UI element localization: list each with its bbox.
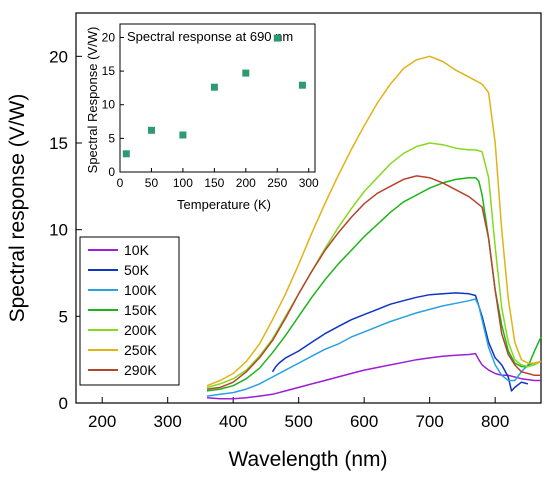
y-tick-label: 0	[59, 394, 68, 413]
x-tick-label: 800	[481, 412, 509, 431]
x-tick-label: 500	[284, 412, 312, 431]
inset-y-tick-label: 20	[102, 30, 116, 44]
inset-x-tick-label: 250	[267, 176, 287, 190]
inset-x-tick-label: 100	[173, 176, 193, 190]
inset-x-tick-label: 200	[236, 176, 256, 190]
main-series-group	[206, 55, 542, 400]
inset-point-200k	[242, 69, 250, 77]
series-line-50k	[271, 292, 529, 392]
inset-point-290k	[298, 81, 306, 89]
x-tick-label: 200	[88, 412, 116, 431]
series-line-250k	[206, 55, 542, 387]
legend-label-10k: 10K	[124, 242, 150, 258]
y-tick-label: 10	[49, 221, 68, 240]
inset-axis-ticks: 0 50 100 150 200 250 300 0 5 10 15 20	[102, 30, 319, 190]
inset-point-100k	[179, 131, 187, 139]
inset-x-tick-label: 0	[117, 176, 124, 190]
inset-y-tick-label: 0	[108, 165, 115, 179]
legend: 10K 50K 100K 150K 200K 250K 290K	[79, 236, 180, 386]
legend-label-200k: 200K	[124, 322, 157, 338]
main-y-axis-title: Spectral response (V/W)	[6, 94, 29, 323]
inset-x-tick-label: 50	[145, 176, 159, 190]
series-line-100k	[206, 298, 542, 397]
inset-point-10k	[122, 150, 130, 158]
inset-x-tick-label: 300	[299, 176, 319, 190]
inset-markers	[122, 34, 306, 158]
y-tick-label: 20	[49, 47, 68, 66]
main-plot-frame	[75, 12, 542, 404]
legend-items: 10K 50K 100K 150K 200K 250K 290K	[88, 242, 157, 378]
inset-y-axis-title: Spectral Response (V/W)	[85, 27, 100, 174]
series-line-290k	[206, 175, 541, 390]
inset-chart: Spectral response at 690 nm 0 50 100 150 200…	[85, 23, 319, 212]
x-tick-label: 300	[154, 412, 182, 431]
main-x-axis-title: Wavelength (nm)	[228, 448, 387, 471]
series-line-200k	[206, 142, 542, 389]
inset-x-tick-label: 150	[204, 176, 224, 190]
series-line-150k	[206, 176, 542, 392]
legend-label-50k: 50K	[124, 262, 150, 278]
series-line-10k	[206, 352, 541, 400]
inset-point-250k	[273, 34, 281, 42]
legend-label-150k: 150K	[124, 302, 157, 318]
inset-point-50k	[148, 126, 155, 134]
inset-y-tick-label: 5	[108, 131, 115, 145]
inset-y-tick-label: 10	[102, 98, 116, 112]
inset-plot-frame	[119, 23, 316, 173]
y-tick-label: 15	[49, 134, 68, 153]
inset-background	[120, 24, 315, 172]
x-tick-label: 700	[415, 412, 443, 431]
x-tick-label: 600	[350, 412, 378, 431]
inset-x-axis-title: Temperature (K)	[177, 197, 271, 212]
legend-label-250k: 250K	[124, 342, 157, 358]
inset-point-150k	[210, 83, 218, 91]
legend-label-290k: 290K	[124, 362, 157, 378]
inset-title: Spectral response at 690 nm	[127, 29, 293, 44]
y-tick-label: 5	[59, 307, 68, 326]
inset-y-tick-label: 15	[102, 64, 116, 78]
x-tick-label: 400	[219, 412, 247, 431]
legend-label-100k: 100K	[124, 282, 157, 298]
